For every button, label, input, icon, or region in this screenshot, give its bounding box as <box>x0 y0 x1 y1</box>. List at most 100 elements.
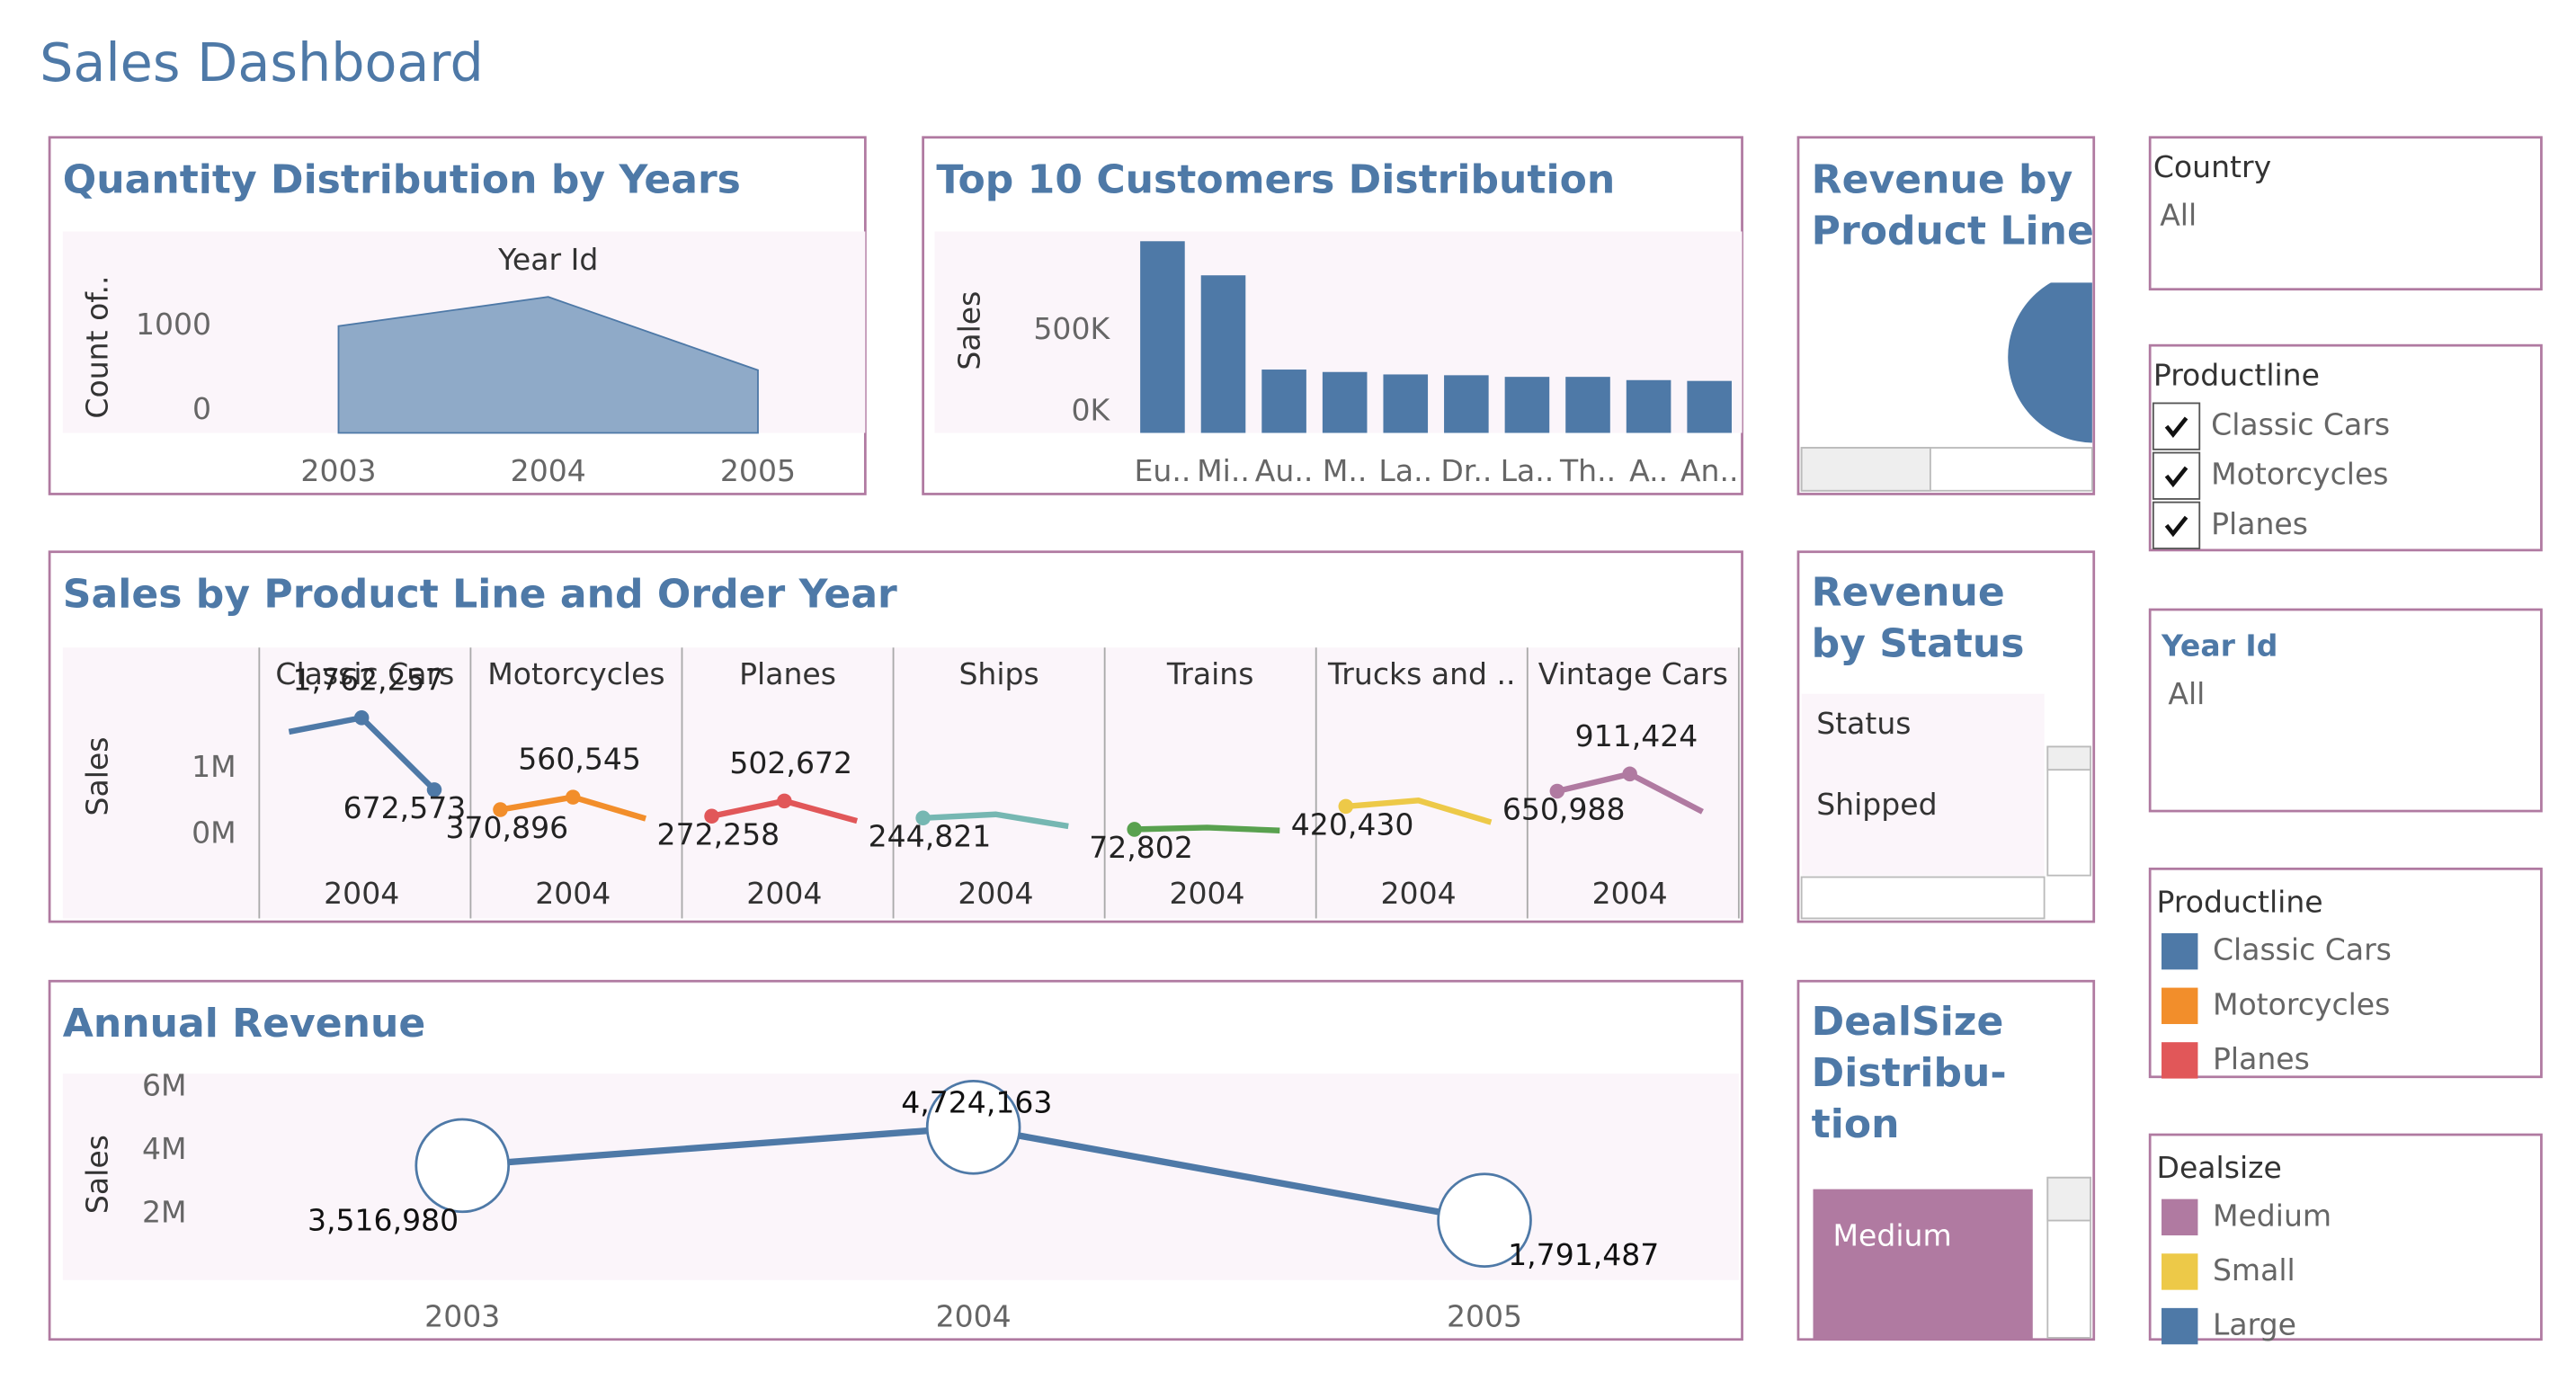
point <box>1127 822 1142 837</box>
filter-value[interactable]: All <box>2160 197 2197 232</box>
legend-label: Classic Cars <box>2213 932 2392 967</box>
point <box>566 789 581 805</box>
legend-swatch <box>2162 1042 2198 1079</box>
column-header: Status <box>1816 706 1911 741</box>
x-tick-label: La.. <box>1501 453 1555 488</box>
legend-title: Dealsize <box>2157 1150 2282 1185</box>
checkmark <box>2164 416 2188 439</box>
x-tick-label: 2004 <box>511 453 586 488</box>
filter-value[interactable]: All <box>2168 676 2205 711</box>
y-tick-label: 4M <box>142 1131 187 1166</box>
x-tick-label: Eu.. <box>1135 453 1191 488</box>
data-label: 370,896 <box>445 810 568 845</box>
data-label: 911,424 <box>1575 718 1698 753</box>
x-tick-label: 2004 <box>746 876 822 911</box>
chart-title: Quantity Distribution by Years <box>63 156 741 202</box>
x-tick-label: 2003 <box>300 453 376 488</box>
filter-option[interactable]: Classic Cars <box>2211 407 2390 442</box>
data-label: 502,672 <box>729 745 852 780</box>
checkbox[interactable] <box>2152 402 2201 450</box>
y-tick-label: 0 <box>192 391 211 426</box>
y-axis-title: Sales <box>80 1135 115 1214</box>
point <box>493 802 508 817</box>
x-tick-label: An.. <box>1680 453 1739 488</box>
row-label: Shipped <box>1816 787 1937 822</box>
chart-title: Annual Revenue <box>63 1001 425 1047</box>
legend-label: Small <box>2213 1252 2295 1287</box>
y-tick-label: 0K <box>1071 393 1110 428</box>
chart-title: Top 10 Customers Distribution <box>936 156 1615 202</box>
bar <box>1565 377 1610 433</box>
x-axis-title: Year Id <box>497 242 598 277</box>
legend-label: Planes <box>2213 1041 2310 1076</box>
panel-title: Distribu- <box>1812 1050 2007 1096</box>
filter-option[interactable]: Planes <box>2211 506 2308 541</box>
filter-title: Year Id <box>2161 628 2277 664</box>
x-tick-label: 2004 <box>936 1298 1012 1333</box>
legend-swatch <box>2162 1253 2198 1290</box>
x-tick-label: 2004 <box>1381 876 1457 911</box>
point <box>426 782 442 797</box>
panel-title: tion <box>1812 1101 1900 1147</box>
chart-title: Sales by Product Line and Order Year <box>63 571 897 617</box>
x-tick-label: Au.. <box>1255 453 1314 488</box>
filter-title: Country <box>2153 149 2271 184</box>
x-tick-label: 2005 <box>1447 1298 1522 1333</box>
panel-title: DealSize <box>1812 999 2004 1045</box>
bar <box>1626 379 1671 433</box>
panel-header: Vintage Cars <box>1538 656 1728 691</box>
y-tick-label: 2M <box>142 1194 187 1229</box>
legend-label: Motorcycles <box>2213 986 2390 1021</box>
dashboard-title: Sales Dashboard <box>40 31 484 94</box>
point <box>1437 1172 1532 1268</box>
legend-swatch <box>2162 987 2198 1024</box>
bar <box>1200 275 1246 433</box>
treemap-cell <box>1813 1189 2033 1340</box>
checkbox[interactable] <box>2152 451 2201 500</box>
point <box>1338 798 1354 815</box>
x-tick-label: 2003 <box>424 1298 500 1333</box>
checkbox[interactable] <box>2152 501 2201 549</box>
panel-header: Ships <box>958 656 1038 691</box>
x-tick-label: 2005 <box>720 453 796 488</box>
y-tick-label: 0M <box>192 815 236 850</box>
checkmark <box>2164 515 2188 538</box>
data-label: 3,516,980 <box>308 1202 459 1237</box>
y-tick-label: 500K <box>1033 311 1110 346</box>
legend-swatch <box>2162 932 2198 970</box>
filter-option[interactable]: Motorcycles <box>2211 457 2388 492</box>
x-tick-label: 2004 <box>958 876 1033 911</box>
data-label: 560,545 <box>518 742 641 777</box>
data-label: 420,430 <box>1291 806 1414 842</box>
legend-swatch <box>2162 1307 2198 1345</box>
area <box>337 296 759 434</box>
x-tick-label: 2004 <box>1169 876 1244 911</box>
data-label: 244,821 <box>869 818 992 853</box>
data-label: 4,724,163 <box>901 1085 1052 1120</box>
y-tick-label: 6M <box>142 1067 187 1102</box>
bar <box>1383 374 1429 433</box>
x-tick-label: Mi.. <box>1197 453 1250 488</box>
legend-label: Large <box>2213 1307 2296 1342</box>
x-tick-label: 2004 <box>324 876 399 911</box>
y-axis-title: Count of.. <box>80 275 115 418</box>
checkmark <box>2164 466 2188 488</box>
legend-title: Productline <box>2157 884 2323 919</box>
data-label: 650,988 <box>1502 791 1626 826</box>
point <box>925 1080 1021 1175</box>
bar <box>1444 375 1489 433</box>
point <box>1549 783 1565 799</box>
data-label: 1,791,487 <box>1508 1237 1659 1272</box>
point <box>915 810 931 826</box>
point <box>353 710 370 726</box>
panel-title: by Status <box>1812 620 2025 666</box>
y-tick-label: 1M <box>192 749 236 784</box>
data-label: 1,762,257 <box>292 662 443 697</box>
point <box>414 1118 511 1214</box>
bar <box>1261 370 1306 433</box>
bar <box>1140 241 1185 433</box>
panel-title: Product Line <box>1812 208 2094 254</box>
point <box>777 793 792 809</box>
panel-header: Classic Cars <box>275 656 454 691</box>
